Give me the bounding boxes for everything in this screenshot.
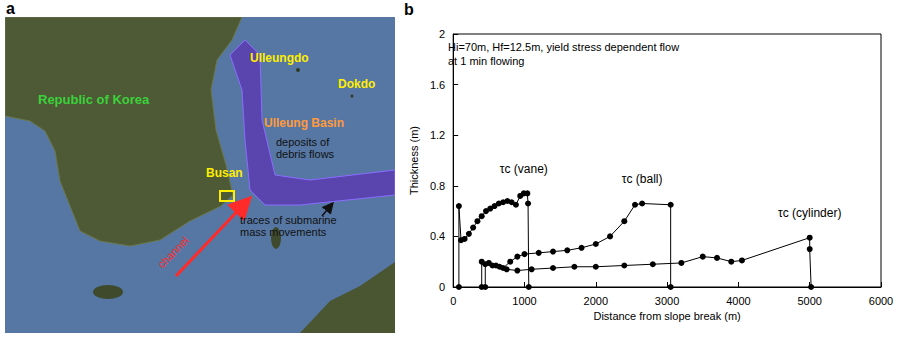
svg-text:0.4: 0.4	[430, 230, 445, 242]
svg-text:0: 0	[450, 295, 456, 307]
svg-text:Distance from slope break (m): Distance from slope break (m)	[593, 310, 740, 322]
svg-text:Dokdo: Dokdo	[338, 77, 375, 91]
svg-text:1.2: 1.2	[430, 129, 445, 141]
svg-text:0: 0	[439, 281, 445, 293]
svg-text:5000: 5000	[797, 295, 821, 307]
svg-text:4000: 4000	[726, 295, 750, 307]
svg-text:at 1 min flowing: at 1 min flowing	[448, 55, 524, 67]
svg-text:6000: 6000	[869, 295, 893, 307]
svg-text:1.6: 1.6	[430, 79, 445, 91]
svg-text:τc (vane): τc (vane)	[500, 162, 548, 176]
svg-text:Hi=70m, Hf=12.5m, yield stress: Hi=70m, Hf=12.5m, yield stress dependent…	[448, 41, 679, 53]
svg-text:2: 2	[439, 28, 445, 40]
svg-text:a: a	[6, 0, 15, 17]
svg-text:channel: channel	[155, 234, 190, 270]
html-text:b: b	[404, 1, 414, 18]
svg-text:τc (cylinder): τc (cylinder)	[778, 206, 841, 220]
svg-text:Thickness (m): Thickness (m)	[408, 126, 420, 195]
svg-text:3000: 3000	[655, 295, 679, 307]
svg-text:deposits ofdebris flows: deposits ofdebris flows	[276, 136, 335, 160]
svg-text:2000: 2000	[584, 295, 608, 307]
svg-text:Busan: Busan	[206, 166, 243, 180]
svg-text:Ulleungdo: Ulleungdo	[250, 51, 309, 65]
svg-text:τc (ball): τc (ball)	[622, 172, 663, 186]
svg-text:traces of submarinemass moveme: traces of submarinemass movements	[240, 214, 337, 238]
svg-text:0.8: 0.8	[430, 180, 445, 192]
svg-text:Republic of Korea: Republic of Korea	[38, 92, 150, 107]
svg-text:1000: 1000	[512, 295, 536, 307]
svg-text:Ulleung Basin: Ulleung Basin	[264, 116, 344, 130]
